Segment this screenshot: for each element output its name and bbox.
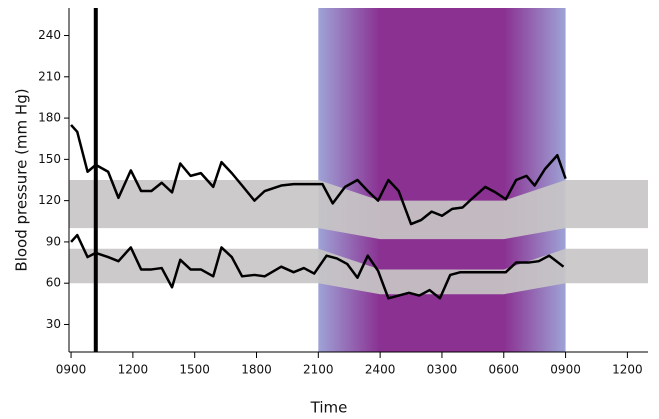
- x-tick-label: 0600: [488, 363, 519, 377]
- x-tick-label: 0900: [550, 363, 581, 377]
- y-tick-label: 90: [46, 234, 61, 248]
- x-tick-label: 0900: [56, 363, 87, 377]
- x-axis-label: Time: [310, 399, 348, 417]
- bp-line: [70, 233, 565, 300]
- normal-band: [69, 248, 648, 295]
- x-tick-label: 2100: [303, 363, 334, 377]
- y-tick-label: 30: [46, 317, 61, 331]
- y-tick-label: 60: [46, 276, 61, 290]
- x-tick-label: 0300: [427, 363, 458, 377]
- x-tick-label: 1200: [118, 363, 149, 377]
- x-tick-label: 1800: [241, 363, 272, 377]
- y-tick-label: 180: [38, 111, 61, 125]
- bp-line: [70, 124, 567, 226]
- normal-band: [69, 180, 648, 240]
- x-tick-label: 2400: [365, 363, 396, 377]
- y-tick-label: 210: [38, 69, 61, 83]
- y-tick-label: 150: [38, 152, 61, 166]
- y-tick-label: 240: [38, 28, 61, 42]
- x-tick-label: 1200: [612, 363, 643, 377]
- x-tick-label: 1500: [179, 363, 210, 377]
- y-axis-label: Blood pressure (mm Hg): [13, 88, 31, 271]
- y-tick-label: 120: [38, 193, 61, 207]
